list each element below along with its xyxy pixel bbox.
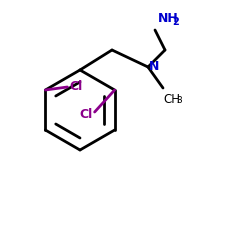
- Text: NH: NH: [158, 12, 179, 25]
- Text: Cl: Cl: [80, 108, 93, 122]
- Text: N: N: [149, 60, 160, 74]
- Text: 3: 3: [176, 96, 182, 105]
- Text: CH: CH: [163, 93, 180, 106]
- Text: 2: 2: [172, 17, 179, 27]
- Text: Cl: Cl: [69, 80, 82, 94]
